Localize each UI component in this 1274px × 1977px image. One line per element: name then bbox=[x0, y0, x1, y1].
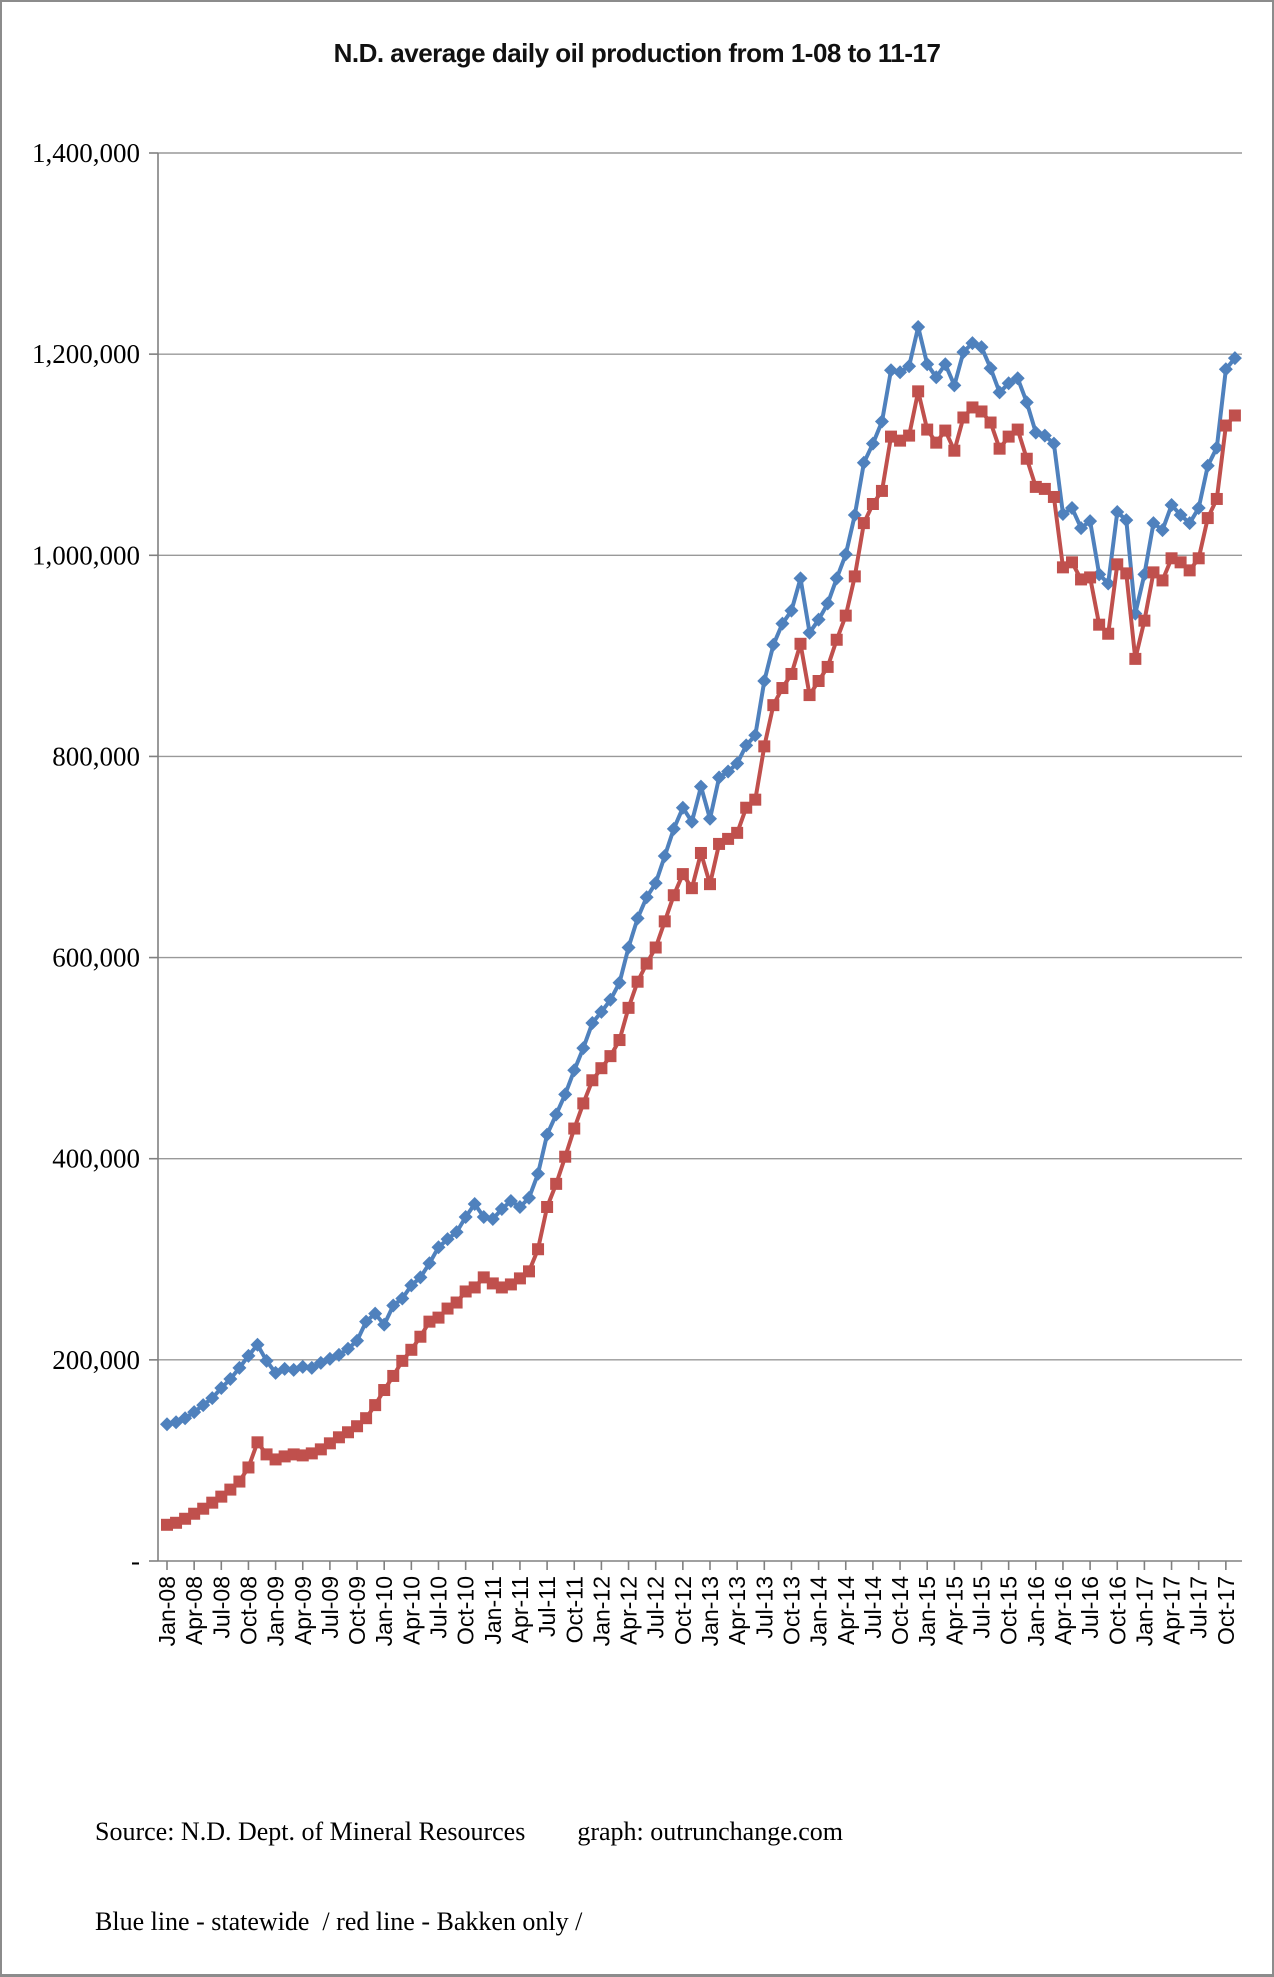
svg-text:Jan-17: Jan-17 bbox=[1131, 1576, 1157, 1646]
svg-text:1,200,000: 1,200,000 bbox=[32, 339, 140, 369]
svg-text:200,000: 200,000 bbox=[52, 1345, 140, 1375]
footnote-source-line: Source: N.D. Dept. of Mineral Resources … bbox=[95, 1817, 844, 1846]
svg-text:Oct-17: Oct-17 bbox=[1213, 1576, 1239, 1645]
svg-text:Jan-11: Jan-11 bbox=[480, 1576, 506, 1645]
series-bakken-only bbox=[161, 385, 1241, 1531]
svg-text:-: - bbox=[131, 1546, 140, 1576]
svg-text:400,000: 400,000 bbox=[52, 1144, 140, 1174]
svg-text:Jul-16: Jul-16 bbox=[1077, 1576, 1103, 1639]
svg-text:Jan-13: Jan-13 bbox=[697, 1576, 723, 1646]
svg-text:Jul-11: Jul-11 bbox=[534, 1576, 560, 1637]
svg-text:Jul-13: Jul-13 bbox=[751, 1576, 777, 1639]
svg-text:Jan-12: Jan-12 bbox=[588, 1576, 614, 1646]
svg-text:Jan-14: Jan-14 bbox=[806, 1576, 832, 1647]
svg-text:1,400,000: 1,400,000 bbox=[32, 138, 140, 168]
svg-text:Jan-08: Jan-08 bbox=[154, 1576, 180, 1646]
svg-text:Jan-09: Jan-09 bbox=[263, 1576, 289, 1646]
svg-text:Apr-12: Apr-12 bbox=[616, 1576, 642, 1645]
svg-text:800,000: 800,000 bbox=[52, 741, 140, 771]
svg-text:Apr-15: Apr-15 bbox=[941, 1576, 967, 1645]
line-chart: - 200,000 400,000 600,000 800,000 1,000,000 1,… bbox=[32, 138, 1242, 1647]
svg-text:Jul-10: Jul-10 bbox=[426, 1576, 452, 1639]
svg-text:Apr-11: Apr-11 bbox=[507, 1576, 533, 1643]
gridlines bbox=[158, 152, 1242, 1361]
svg-text:Oct-11: Oct-11 bbox=[561, 1576, 587, 1643]
svg-text:Jul-14: Jul-14 bbox=[860, 1576, 886, 1639]
svg-text:Oct-09: Oct-09 bbox=[344, 1576, 370, 1645]
svg-text:Jan-10: Jan-10 bbox=[371, 1576, 397, 1646]
svg-text:Apr-14: Apr-14 bbox=[833, 1576, 859, 1645]
axes bbox=[149, 152, 1242, 1570]
svg-text:Apr-08: Apr-08 bbox=[181, 1576, 207, 1645]
y-axis-labels: - 200,000 400,000 600,000 800,000 1,000,000 1,… bbox=[32, 138, 140, 1576]
svg-text:Oct-15: Oct-15 bbox=[996, 1576, 1022, 1645]
chart-footnote: Source: N.D. Dept. of Mineral Resources … bbox=[95, 1757, 1177, 1974]
svg-text:Oct-08: Oct-08 bbox=[235, 1576, 261, 1645]
svg-text:Jul-12: Jul-12 bbox=[643, 1576, 669, 1639]
svg-text:Apr-10: Apr-10 bbox=[398, 1576, 424, 1645]
x-axis-labels: Jan-08 Apr-08 Jul-08 Oct-08 Jan-09 Apr-09 Jul-… bbox=[154, 1576, 1239, 1647]
svg-text:Jan-16: Jan-16 bbox=[1023, 1576, 1049, 1646]
svg-text:1,000,000: 1,000,000 bbox=[32, 540, 140, 570]
svg-text:Apr-09: Apr-09 bbox=[290, 1576, 316, 1645]
chart-title: N.D. average daily oil production from 1… bbox=[333, 38, 941, 68]
svg-text:Apr-16: Apr-16 bbox=[1050, 1576, 1076, 1645]
svg-text:Oct-12: Oct-12 bbox=[670, 1576, 696, 1645]
svg-text:Apr-13: Apr-13 bbox=[724, 1576, 750, 1645]
svg-text:Jan-15: Jan-15 bbox=[914, 1576, 940, 1646]
svg-text:Oct-10: Oct-10 bbox=[453, 1576, 479, 1645]
svg-text:Oct-16: Oct-16 bbox=[1104, 1576, 1130, 1645]
svg-text:Jul-15: Jul-15 bbox=[969, 1576, 995, 1639]
svg-text:Oct-13: Oct-13 bbox=[778, 1576, 804, 1645]
series-statewide bbox=[160, 319, 1242, 1432]
svg-text:Oct-14: Oct-14 bbox=[887, 1576, 913, 1645]
svg-text:Jul-08: Jul-08 bbox=[208, 1576, 234, 1639]
svg-text:600,000: 600,000 bbox=[52, 943, 140, 973]
svg-text:Apr-17: Apr-17 bbox=[1159, 1576, 1185, 1645]
svg-text:Jul-17: Jul-17 bbox=[1186, 1576, 1212, 1639]
footnote-legend-line: Blue line - statewide / red line - Bakke… bbox=[95, 1907, 583, 1936]
svg-text:Jul-09: Jul-09 bbox=[317, 1576, 343, 1639]
